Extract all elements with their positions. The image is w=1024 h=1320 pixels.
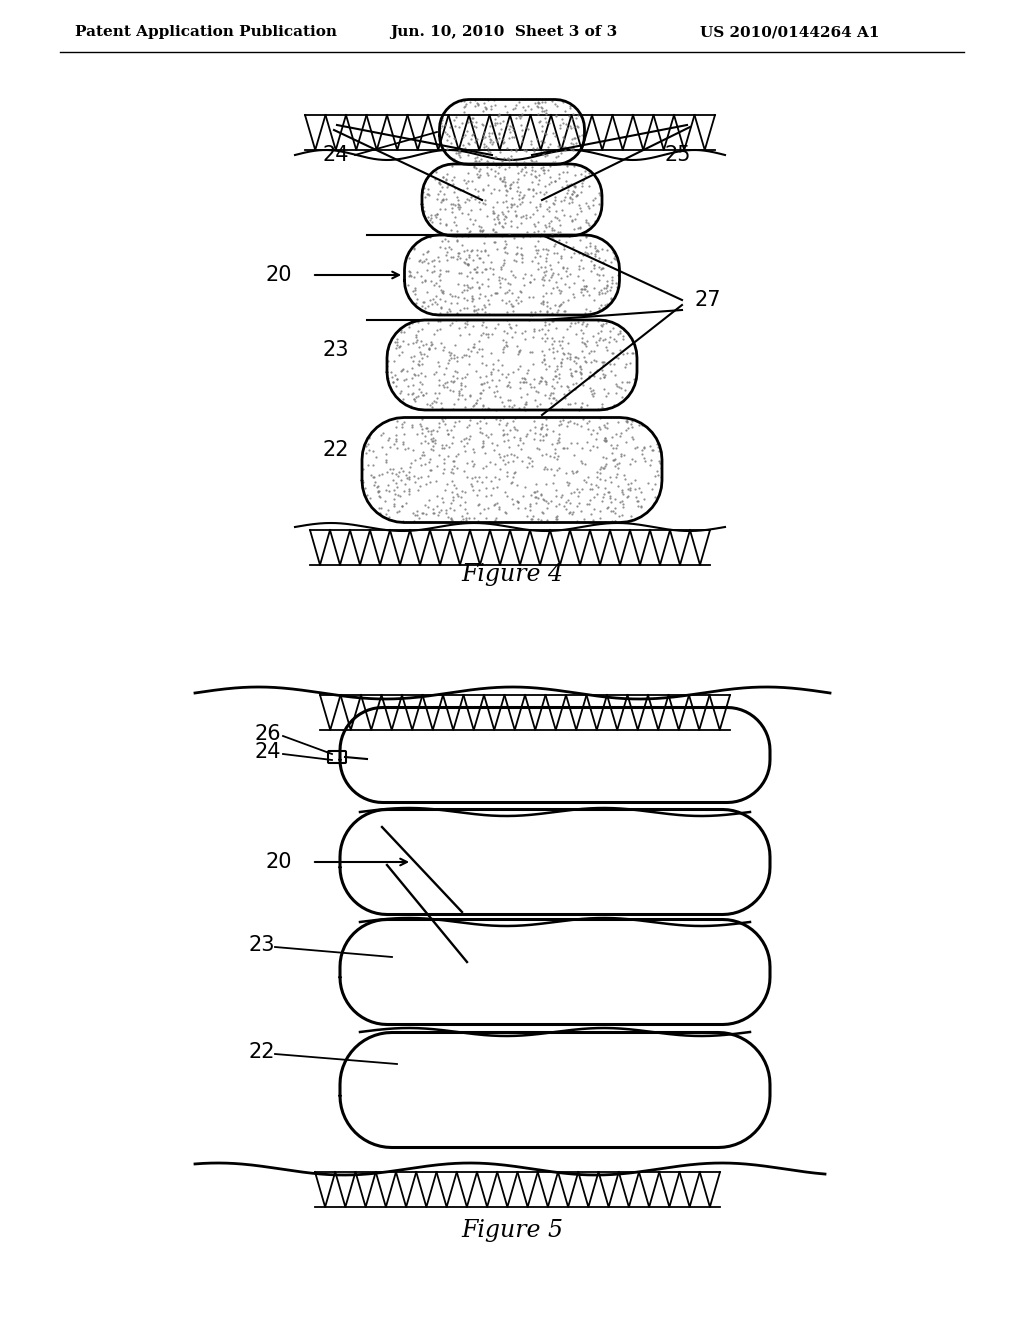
Text: US 2010/0144264 A1: US 2010/0144264 A1 [700,25,880,40]
Text: 23: 23 [248,935,274,954]
Text: 23: 23 [322,341,348,360]
Text: 25: 25 [665,145,691,165]
Text: 27: 27 [695,290,722,310]
Text: 22: 22 [248,1041,274,1063]
Text: 24: 24 [255,742,282,762]
Text: 24: 24 [322,145,348,165]
Text: Figure 4: Figure 4 [461,564,563,586]
Text: Jun. 10, 2010  Sheet 3 of 3: Jun. 10, 2010 Sheet 3 of 3 [390,25,617,40]
Text: 22: 22 [322,440,348,459]
Text: 26: 26 [255,723,282,744]
Text: 20: 20 [265,851,292,873]
FancyBboxPatch shape [328,751,346,763]
Text: Figure 5: Figure 5 [461,1218,563,1242]
Text: Patent Application Publication: Patent Application Publication [75,25,337,40]
Text: 20: 20 [265,265,292,285]
